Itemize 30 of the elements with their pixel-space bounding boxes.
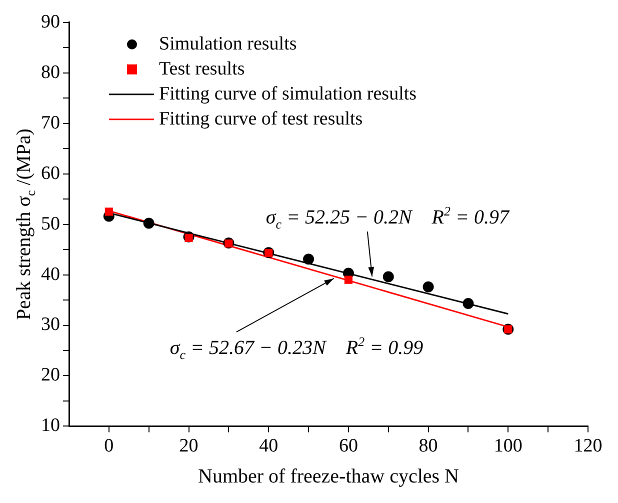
y-tick-label: 60 bbox=[41, 162, 60, 184]
x-tick-label: 20 bbox=[179, 436, 198, 457]
y-tick-label: 70 bbox=[41, 112, 60, 134]
point bbox=[303, 254, 314, 265]
point bbox=[184, 234, 193, 242]
y-tick-label: 20 bbox=[41, 364, 60, 386]
x-tick-label: 60 bbox=[338, 436, 358, 457]
legend-label: Test results bbox=[159, 58, 245, 80]
point bbox=[422, 281, 434, 292]
y-tick-label: 50 bbox=[41, 213, 60, 234]
y-tick-label: 30 bbox=[41, 314, 60, 336]
y-tick-label: 90 bbox=[41, 11, 60, 32]
point bbox=[382, 271, 394, 282]
y-tick-label: 80 bbox=[41, 62, 60, 83]
legend-label: Simulation results bbox=[159, 33, 297, 54]
x-tick-label: 0 bbox=[104, 436, 114, 457]
x-tick-label: 120 bbox=[574, 436, 602, 457]
legend-label: Fitting curve of simulation results bbox=[159, 83, 417, 104]
x-axis-title: Number of freeze-thaw cycles N bbox=[198, 465, 459, 488]
legend-label: Fitting curve of test results bbox=[159, 108, 363, 130]
y-tick-label: 40 bbox=[41, 264, 60, 285]
x-tick-label: 100 bbox=[494, 436, 522, 457]
x-tick-label: 40 bbox=[259, 436, 278, 457]
x-tick-label: 80 bbox=[418, 436, 438, 457]
point bbox=[104, 208, 113, 216]
y-axis-title: Peak strength σc /(MPa) bbox=[13, 128, 38, 320]
point bbox=[462, 298, 474, 310]
point bbox=[344, 276, 352, 284]
y-tick-label: 10 bbox=[41, 415, 60, 436]
point bbox=[143, 218, 154, 229]
